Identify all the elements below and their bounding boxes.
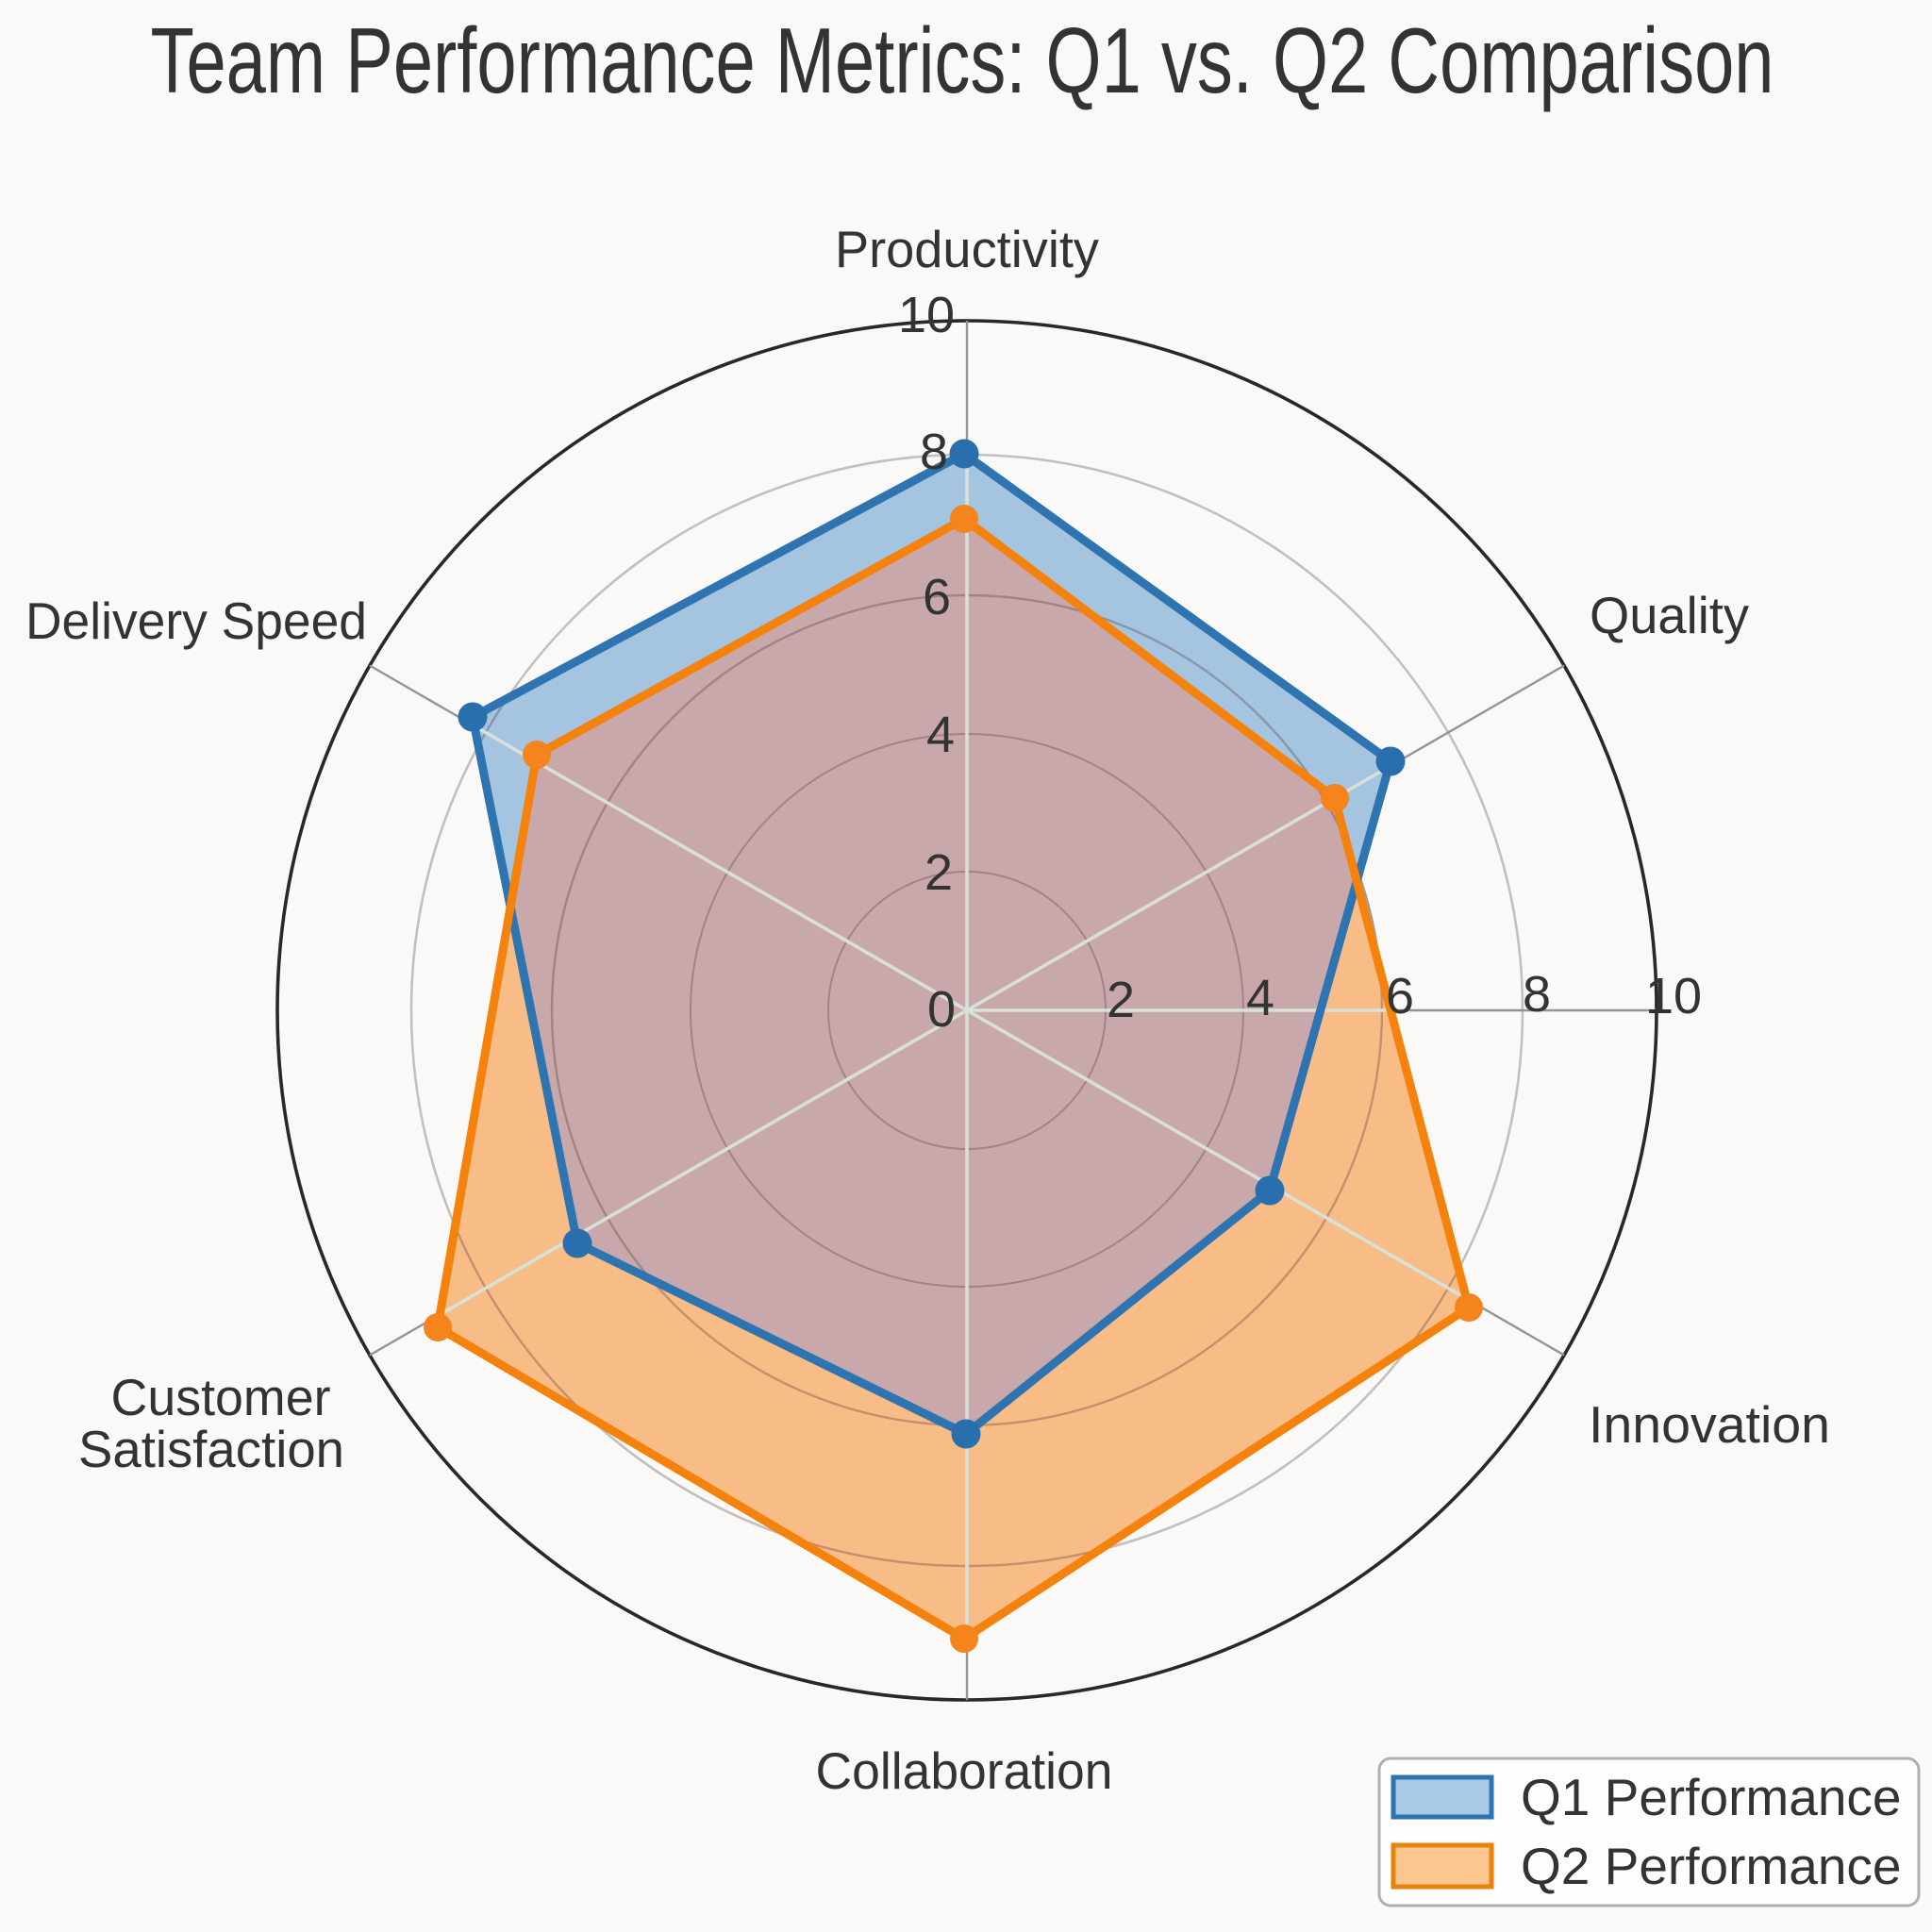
svg-text:Q2 Performance: Q2 Performance xyxy=(1521,1837,1902,1895)
svg-text:8: 8 xyxy=(920,424,948,480)
svg-text:Productivity: Productivity xyxy=(835,220,1099,278)
svg-text:10: 10 xyxy=(1645,968,1702,1024)
svg-text:Quality: Quality xyxy=(1590,586,1749,644)
svg-text:2: 2 xyxy=(1107,972,1135,1028)
svg-text:10: 10 xyxy=(898,287,955,343)
svg-text:Satisfaction: Satisfaction xyxy=(78,1420,344,1478)
svg-text:8: 8 xyxy=(1523,966,1551,1023)
svg-text:0: 0 xyxy=(927,981,956,1038)
svg-text:Delivery Speed: Delivery Speed xyxy=(25,591,367,650)
svg-text:Customer: Customer xyxy=(111,1368,331,1426)
svg-text:2: 2 xyxy=(924,844,953,901)
svg-text:6: 6 xyxy=(923,569,951,625)
svg-text:Innovation: Innovation xyxy=(1589,1395,1830,1454)
svg-text:Collaboration: Collaboration xyxy=(816,1741,1113,1800)
svg-text:6: 6 xyxy=(1386,968,1414,1024)
svg-text:4: 4 xyxy=(1246,970,1274,1026)
svg-text:Team Performance Metrics: Q1 v: Team Performance Metrics: Q1 vs. Q2 Comp… xyxy=(151,8,1774,112)
svg-text:4: 4 xyxy=(926,707,955,763)
svg-text:Q1 Performance: Q1 Performance xyxy=(1521,1768,1902,1826)
